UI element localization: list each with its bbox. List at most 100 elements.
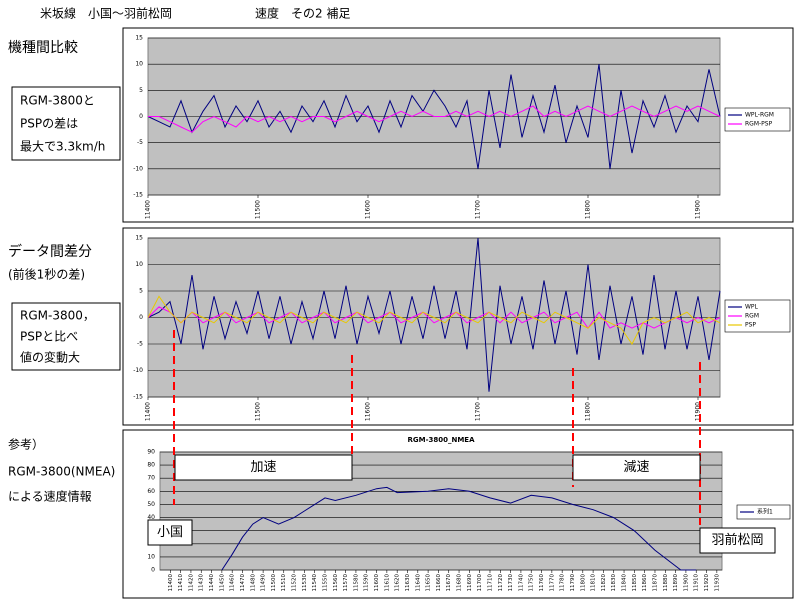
series-line (148, 105, 721, 133)
annotation: 小国 (157, 525, 183, 540)
y-tick-label: 40 (147, 514, 155, 521)
x-tick-label: 11720 (498, 574, 504, 592)
x-tick-label: 11750 (529, 574, 535, 592)
x-tick-label: 11510 (281, 574, 287, 592)
y-tick-label: 50 (147, 501, 155, 508)
x-tick-label: 11560 (333, 574, 339, 592)
page-subtitle: 速度 その2 補足 (255, 6, 350, 21)
x-tick-label: 11600 (365, 402, 372, 421)
y-tick-label: -15 (133, 192, 143, 199)
y-tick-label: 5 (139, 87, 143, 94)
legend-box (736, 504, 791, 520)
note-line: 値の変動大 (20, 350, 80, 365)
x-tick-label: 11500 (255, 200, 262, 219)
x-tick-label: 11440 (209, 574, 215, 592)
x-tick-label: 11600 (365, 200, 372, 219)
y-tick-label: 15 (135, 35, 143, 42)
x-tick-label: 11920 (704, 574, 710, 592)
x-tick-label: 11400 (145, 402, 152, 421)
legend-box (724, 107, 791, 132)
x-tick-label: 11740 (518, 574, 524, 592)
y-tick-label: -15 (133, 394, 143, 401)
x-tick-label: 11400 (168, 574, 174, 592)
legend-label: 系列1 (757, 508, 773, 516)
y-tick-label: 90 (147, 449, 155, 456)
x-tick-label: 11830 (611, 574, 617, 592)
x-tick-label: 11660 (436, 574, 442, 592)
x-tick-label: 11430 (199, 574, 205, 592)
x-tick-label: 11780 (560, 574, 566, 592)
series-line (147, 306, 721, 329)
page-title: 米坂線 小国～羽前松岡 (40, 6, 172, 21)
x-tick-label: 11730 (508, 574, 514, 592)
section-heading: データ間差分 (8, 243, 92, 260)
x-tick-label: 11930 (714, 574, 720, 592)
x-tick-label: 11900 (695, 402, 702, 421)
x-tick-label: 11790 (570, 574, 576, 592)
note-line: 最大で3.3km/h (20, 140, 105, 154)
y-tick-label: 15 (135, 235, 143, 242)
section-heading: RGM-3800(NMEA) (8, 465, 115, 479)
section-heading: 参考） (8, 437, 44, 452)
x-tick-label: 11520 (292, 574, 298, 592)
x-tick-label: 11450 (219, 574, 225, 592)
y-tick-label: -10 (133, 165, 143, 172)
legend-label: RGM-PSP (745, 121, 773, 128)
annotation-box (147, 519, 193, 546)
x-tick-label: 11700 (475, 200, 482, 219)
y-tick-label: 5 (139, 288, 143, 295)
x-tick-label: 11670 (446, 574, 452, 592)
x-tick-label: 11800 (585, 402, 592, 421)
annotation-box (174, 454, 353, 481)
section-heading: (前後1秒の差) (8, 267, 85, 282)
note-line: PSPの差は (20, 117, 78, 131)
x-tick-label: 11590 (364, 574, 370, 592)
x-tick-label: 11810 (591, 574, 597, 592)
legend-label: PSP (745, 322, 756, 329)
y-tick-label: 0 (139, 314, 143, 321)
legend-label: RGM (745, 313, 759, 320)
x-tick-label: 11640 (415, 574, 421, 592)
x-tick-label: 11700 (475, 402, 482, 421)
x-tick-label: 11650 (426, 574, 432, 592)
note-line: PSPと比べ (20, 330, 78, 344)
section-heading: による速度情報 (8, 489, 92, 504)
y-tick-label: 60 (147, 488, 155, 495)
x-tick-label: 11610 (384, 574, 390, 592)
y-tick-label: 10 (147, 553, 155, 560)
y-tick-label: 10 (135, 61, 143, 68)
x-tick-label: 11420 (188, 574, 194, 592)
note-box (11, 302, 121, 371)
x-tick-label: 11760 (539, 574, 545, 592)
x-tick-label: 11470 (240, 574, 246, 592)
y-tick-label: 70 (147, 475, 155, 482)
x-tick-label: 11770 (549, 574, 555, 592)
x-tick-label: 11820 (601, 574, 607, 592)
x-tick-label: 11490 (261, 574, 267, 592)
x-tick-label: 11860 (642, 574, 648, 592)
x-tick-label: 11880 (663, 574, 669, 592)
x-tick-label: 11710 (487, 574, 493, 592)
y-tick-label: 0 (139, 113, 143, 120)
x-tick-label: 11600 (374, 574, 380, 592)
y-tick-label: -5 (137, 139, 143, 146)
section-heading: 機種間比較 (8, 40, 78, 56)
y-tick-label: -10 (133, 367, 143, 374)
chart-title: RGM-3800_NMEA (407, 436, 475, 444)
legend-label: WPL (745, 304, 759, 311)
x-tick-label: 11800 (580, 574, 586, 592)
series-line (147, 237, 721, 392)
annotation: 加速 (250, 460, 276, 475)
note-line: RGM-3800， (20, 309, 95, 323)
y-tick-label: 10 (135, 261, 143, 268)
x-tick-label: 11680 (457, 574, 463, 592)
legend-label: WPL-RGM (745, 112, 774, 119)
annotation-box (699, 527, 776, 554)
x-tick-label: 11890 (673, 574, 679, 592)
x-tick-label: 11540 (312, 574, 318, 592)
y-tick-label: 80 (147, 462, 155, 469)
x-tick-label: 11900 (695, 200, 702, 219)
x-tick-label: 11630 (405, 574, 411, 592)
series-line (221, 486, 697, 571)
